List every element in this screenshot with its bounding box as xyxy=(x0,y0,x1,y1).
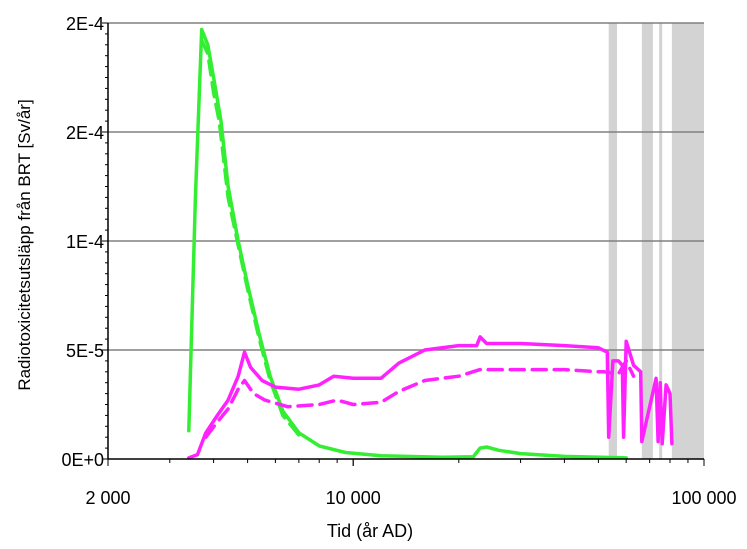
y-tick-label: 2E-4 xyxy=(66,14,104,34)
x-tick-label: 10 000 xyxy=(326,488,381,508)
axes: 0E+0 5E-5 1E-4 2E-4 2E-4 2 000 10 000 100 000 xyxy=(61,14,736,508)
y-tick-label: 5E-5 xyxy=(66,341,104,361)
x-tick-label: 100 000 xyxy=(671,488,736,508)
series-line-green-dashed xyxy=(199,38,301,437)
x-tick-label: 2 000 xyxy=(85,488,130,508)
series-line-green-solid xyxy=(187,27,628,460)
y-tick-label: 0E+0 xyxy=(61,450,104,470)
y-tick-label: 1E-4 xyxy=(66,232,104,252)
y-axis-label: Radiotoxicitetsutsläpp från BRT [Sv/år] xyxy=(15,99,34,390)
series-lines xyxy=(187,27,674,460)
series-line-magenta-dashed xyxy=(204,359,636,439)
y-tick-label: 2E-4 xyxy=(66,123,104,143)
series-line-magenta-solid xyxy=(187,335,674,460)
x-axis-label: Tid (år AD) xyxy=(327,521,413,541)
